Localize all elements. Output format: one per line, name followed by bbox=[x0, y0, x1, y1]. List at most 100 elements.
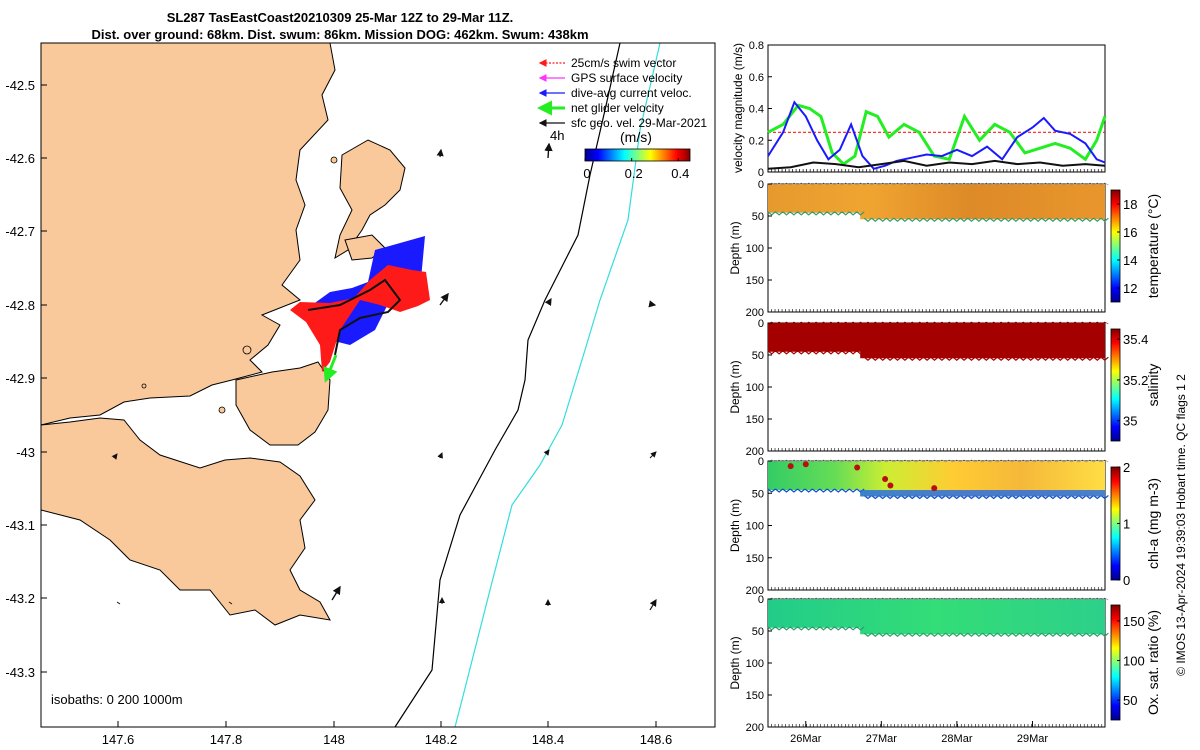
heatmap-dive-top bbox=[767, 182, 1109, 186]
heatmap-data-block bbox=[768, 184, 1105, 220]
depth-tick-label: 150 bbox=[746, 414, 764, 426]
velocity-axes bbox=[767, 44, 1106, 173]
map-x-tick-label: 148.4 bbox=[532, 732, 565, 747]
chl-high-spot bbox=[854, 464, 861, 471]
colorbar-unit-label: (m/s) bbox=[620, 129, 652, 145]
isobath-200m bbox=[394, 42, 621, 728]
time-axis: 26Mar 27Mar 28Mar 29Mar bbox=[790, 721, 1048, 745]
velocity-panel: 0 0.2 0.4 0.6 0.8 velocity magnitude (m/s) bbox=[731, 40, 1107, 179]
mainland-landmass bbox=[40, 42, 336, 426]
glider-track-line bbox=[307, 278, 402, 356]
geo-arrow bbox=[436, 148, 444, 158]
map-panel: 147.6 147.8 148 148.2 148.4 148.6 -42.5-42.6-… bbox=[5, 42, 716, 747]
map-y-tick-label: -42.7 bbox=[5, 224, 35, 239]
velocity-series bbox=[767, 100, 1107, 170]
legend-4h-label: 4h bbox=[550, 128, 564, 143]
figure-title-line2: Dist. over ground: 68km. Dist. swum: 86k… bbox=[91, 27, 589, 42]
heatmap-panel-salinity: 0 50 100 150 200 Depth (m) 35 35.2 35.4 salinity bbox=[728, 318, 1161, 458]
geo-arrow bbox=[116, 601, 121, 605]
islet bbox=[330, 156, 338, 164]
depth-tick-label: 50 bbox=[752, 626, 764, 638]
legend-item-label: dive-avg current veloc. bbox=[571, 86, 692, 100]
map-y-tick-label: -42.6 bbox=[5, 151, 35, 166]
depth-tick-label: 50 bbox=[752, 350, 764, 362]
heatmap-dive-edge bbox=[767, 211, 1109, 222]
depth-tick-label: 0 bbox=[758, 594, 764, 606]
map-x-tick-label: 148.6 bbox=[640, 732, 673, 747]
colorbar-tick-label: 150 bbox=[1123, 614, 1145, 629]
colorbar-tick-label: 2 bbox=[1123, 460, 1130, 475]
depth-tick-label: 150 bbox=[746, 553, 764, 565]
legend-item-label: sfc geo. vel. 29-Mar-2021 bbox=[571, 116, 707, 130]
colorbar-tick-label: 35 bbox=[1123, 414, 1137, 429]
depth-tick-label: 100 bbox=[746, 243, 764, 255]
map-x-tick-label: 148 bbox=[323, 732, 345, 747]
geo-arrow bbox=[544, 297, 552, 306]
chl-high-spot bbox=[931, 485, 938, 492]
chl-high-spot bbox=[887, 482, 894, 489]
heatmap-dive-top bbox=[767, 597, 1109, 601]
depth-tick-label: 0 bbox=[758, 318, 764, 330]
geo-arrow bbox=[228, 601, 233, 605]
map-frame bbox=[40, 42, 716, 728]
speed-colorbar-ticks: 0 0.2 0.4 bbox=[583, 158, 689, 181]
heatmap-data-block bbox=[768, 599, 1105, 635]
colorbar-label: chl-a (mg m-3) bbox=[1145, 478, 1161, 569]
velocity-x-ticks bbox=[767, 169, 1103, 172]
depth-tick-label: 0 bbox=[758, 179, 764, 191]
heatmap-panel-temperature: 0 50 100 150 200 Depth (m) 12 14 16 18 temperature… bbox=[728, 179, 1161, 319]
speed-colorbar bbox=[584, 148, 691, 162]
map-y-tick-label: -42.8 bbox=[5, 298, 35, 313]
islet bbox=[218, 406, 226, 414]
heatmap-data-block bbox=[768, 323, 1105, 359]
geo-arrow bbox=[648, 300, 657, 308]
colorbar-tick-label: 35.2 bbox=[1123, 373, 1148, 388]
legend-item-label: net glider velocity bbox=[571, 101, 664, 115]
chl-low-band bbox=[860, 490, 1105, 497]
legend-item-label: GPS surface velocity bbox=[571, 71, 682, 85]
colorbar-tick-label: 35.4 bbox=[1123, 332, 1148, 347]
geo-arrow bbox=[331, 585, 341, 601]
colorbar-tick-label: 12 bbox=[1123, 281, 1137, 296]
map-y-tick-label: -43.1 bbox=[5, 518, 35, 533]
colorbar-tick-label: 100 bbox=[1123, 654, 1145, 669]
map-y-tick-label: -42.5 bbox=[5, 78, 35, 93]
map-x-axis: 147.6 147.8 148 148.2 148.4 148.6 bbox=[102, 721, 673, 747]
heatmap-colorbar bbox=[1110, 189, 1121, 303]
islet bbox=[141, 383, 147, 389]
map-x-tick-label: 147.8 bbox=[210, 732, 243, 747]
figure-title-line1: SL287 TasEastCoast20210309 25-Mar 12Z to… bbox=[166, 10, 514, 25]
colorbar-label: Ox. sat. ratio (%) bbox=[1145, 610, 1161, 715]
heatmap-colorbar bbox=[1110, 604, 1121, 721]
velocity-y-tick-label: 0.4 bbox=[749, 104, 764, 116]
colorbar-tick-label: 0.2 bbox=[625, 166, 643, 181]
depth-axis-label: Depth (m) bbox=[728, 360, 742, 413]
velocity-y-tick-label: 0.8 bbox=[749, 40, 764, 52]
map-y-axis: -42.5 -42.6 -42.7 -42.8 -42.9 -43 -43.1 -43.2 -4… bbox=[5, 78, 47, 680]
net-velocity-arrow bbox=[323, 354, 338, 383]
map-x-tick-label: 147.6 bbox=[102, 732, 135, 747]
time-tick-label: 28Mar bbox=[941, 733, 973, 745]
tasman-peninsula bbox=[40, 417, 331, 626]
depth-tick-label: 150 bbox=[746, 690, 764, 702]
map-y-tick-label: -43.2 bbox=[5, 591, 35, 606]
velocity-ylabel: velocity magnitude (m/s) bbox=[731, 43, 745, 173]
geo-arrow bbox=[649, 598, 657, 611]
heatmap-data-block bbox=[768, 461, 1105, 497]
depth-axis-label: Depth (m) bbox=[728, 636, 742, 689]
colorbar-tick-label: 18 bbox=[1123, 197, 1137, 212]
velocity-y-tick-label: 0 bbox=[758, 167, 764, 179]
maria-island bbox=[235, 361, 331, 446]
colorbar-tick-label: 0 bbox=[1123, 573, 1130, 588]
sfc-geo-arrows bbox=[111, 142, 657, 611]
depth-tick-label: 200 bbox=[746, 446, 764, 458]
chl-high-spot bbox=[787, 463, 794, 470]
velocity-y-tick-label: 0.2 bbox=[749, 135, 764, 147]
depth-tick-label: 200 bbox=[746, 585, 764, 597]
geo-arrow bbox=[111, 453, 118, 460]
imos-credit-note: © IMOS 13-Apr-2024 19:39:03 Hobart time.… bbox=[1174, 374, 1188, 676]
